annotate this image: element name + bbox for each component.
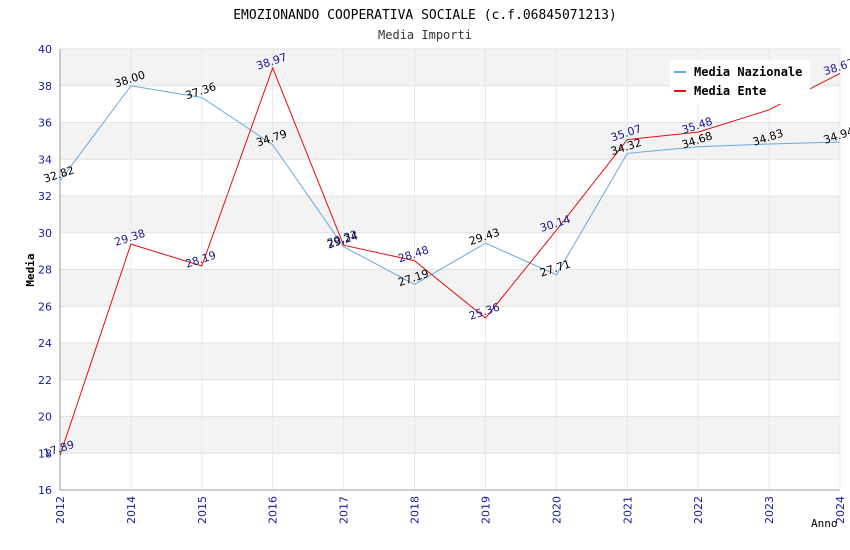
y-tick-label: 36 [38,117,52,130]
x-tick-label: 2014 [125,496,138,524]
legend-label-media-nazionale: Media Nazionale [694,65,803,79]
x-tick-label: 2015 [196,496,209,524]
y-tick-label: 30 [38,227,52,240]
y-tick-label: 32 [38,190,52,203]
x-axis-title: Anno [811,517,838,530]
grid-band [60,416,840,454]
x-tick-label: 2012 [54,496,67,524]
x-tick-label: 2020 [550,496,563,524]
grid-band [60,122,840,160]
plot-background-bands [60,49,840,454]
y-tick-label: 40 [38,43,52,56]
axes [59,49,840,491]
y-tick-label: 24 [38,337,52,350]
x-tick-label: 2017 [338,496,351,524]
data-label: 32.82 [42,164,76,186]
data-label: 28.19 [184,249,218,271]
x-tick-label: 2021 [621,496,634,524]
x-tick-label: 2023 [763,496,776,524]
legend-item-media-nazionale: Media Nazionale [674,63,802,81]
data-labels: 32.8238.0037.3634.7929.2427.1929.4327.71… [42,51,850,460]
y-tick-label: 34 [38,153,52,166]
series-lines [59,66,841,456]
x-tick-label: 2018 [409,496,422,524]
legend: Media Nazionale Media Ente [670,60,810,104]
chart-subtitle: Media Importi [378,28,472,42]
legend-label-media-ente: Media Ente [694,84,767,98]
x-tick-label: 2022 [692,496,705,524]
series-line-media-nazionale [59,85,841,285]
grid-band [60,343,840,380]
x-tick-label: 2016 [267,496,280,524]
y-tick-label: 20 [38,411,52,424]
y-tick-label: 26 [38,300,52,313]
x-tick-label: 2024 [834,496,847,524]
y-tick-label: 16 [38,484,52,497]
legend-swatch-media-ente [674,90,686,92]
legend-swatch-media-nazionale [674,71,686,73]
y-tick-label: 18 [38,447,52,460]
legend-item-media-ente: Media Ente [674,82,766,100]
y-tick-labels: 16 18 20 22 24 26 28 30 32 34 36 38 40 [38,43,52,497]
series-line-media-ente [59,66,841,456]
chart-title: EMOZIONANDO COOPERATIVA SOCIALE (c.f.068… [233,8,617,23]
x-tick-labels: 2012 2014 2015 2016 2017 2018 2019 2020 2021 2022… [54,496,847,524]
grid-band [60,196,840,233]
data-label: 28.48 [396,243,430,265]
y-axis-title: Media [24,253,37,286]
y-tick-label: 22 [38,374,52,387]
y-tick-label: 28 [38,264,52,277]
grid-band [60,269,840,307]
data-label: 17.89 [42,438,76,460]
x-tick-label: 2019 [479,496,492,524]
y-tick-label: 38 [38,80,52,93]
